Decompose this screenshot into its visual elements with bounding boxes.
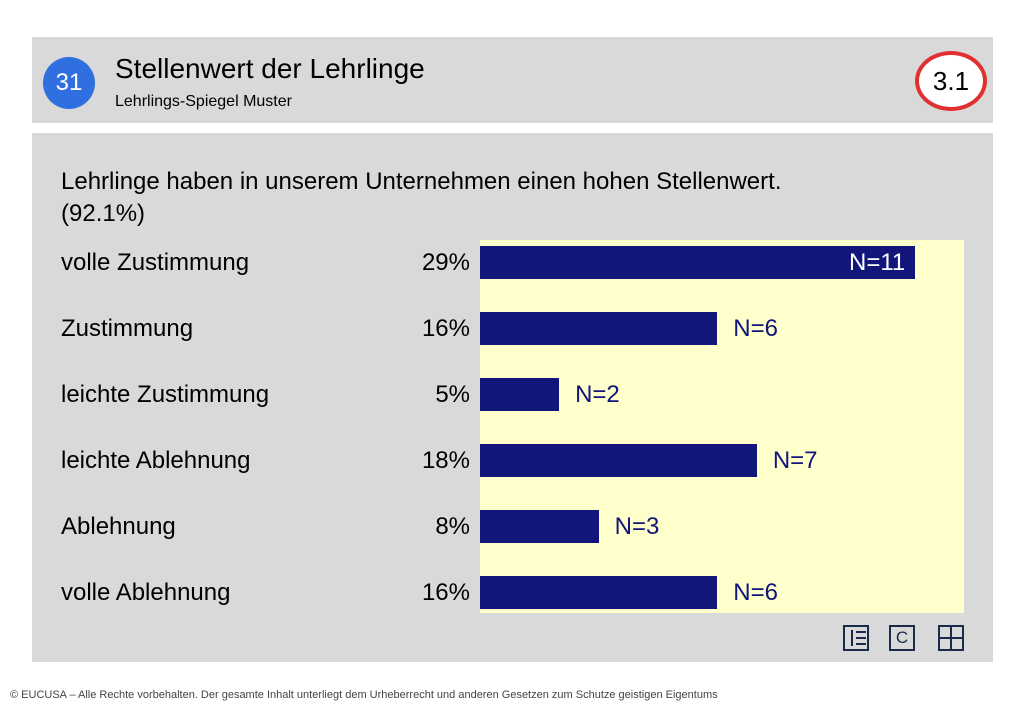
percent-label: 16%	[421, 315, 470, 342]
question-overall-score: (92.1%)	[61, 200, 146, 227]
bar-value-label: N=11	[849, 249, 906, 276]
bar-value-label: N=6	[733, 315, 778, 342]
percent-label: 18%	[421, 447, 470, 474]
list-icon[interactable]	[843, 625, 869, 651]
percent-label: 29%	[421, 249, 470, 276]
category-label: volle Ablehnung	[61, 579, 231, 606]
page-title: Stellenwert der Lehrlinge	[115, 53, 425, 84]
percent-label: 16%	[421, 579, 470, 606]
section-number-badge: 3.1	[915, 51, 987, 111]
category-label: volle Zustimmung	[61, 249, 250, 276]
page-subtitle: Lehrlings-Spiegel Muster	[115, 93, 292, 110]
grid-icon[interactable]	[938, 625, 964, 651]
question-statement: Lehrlinge haben in unserem Unternehmen e…	[61, 168, 782, 195]
bar	[480, 444, 757, 477]
category-label: leichte Ablehnung	[61, 447, 251, 474]
category-label: leichte Zustimmung	[61, 381, 270, 408]
bar-value-label: N=2	[575, 381, 620, 408]
bar-value-label: N=3	[614, 513, 660, 540]
bar-value-label: N=6	[733, 579, 778, 606]
copyright-icon[interactable]: C	[889, 625, 915, 651]
footer-copyright: © EUCUSA – Alle Rechte vorbehalten. Der …	[10, 689, 718, 701]
bar	[480, 510, 599, 543]
bar	[480, 378, 560, 411]
header-bar	[32, 37, 993, 123]
percent-label: 8%	[435, 513, 470, 540]
bar	[480, 246, 915, 279]
percent-label: 5%	[435, 381, 470, 408]
category-label: Zustimmung	[61, 315, 194, 342]
bar-value-label: N=7	[772, 447, 818, 474]
slide-number-badge: 31	[43, 57, 95, 109]
plot-area	[480, 240, 964, 613]
bar	[480, 576, 718, 609]
question-text: Lehrlinge haben in unserem Unternehmen e…	[61, 166, 921, 230]
bar	[480, 312, 718, 345]
category-label: Ablehnung	[61, 513, 176, 540]
